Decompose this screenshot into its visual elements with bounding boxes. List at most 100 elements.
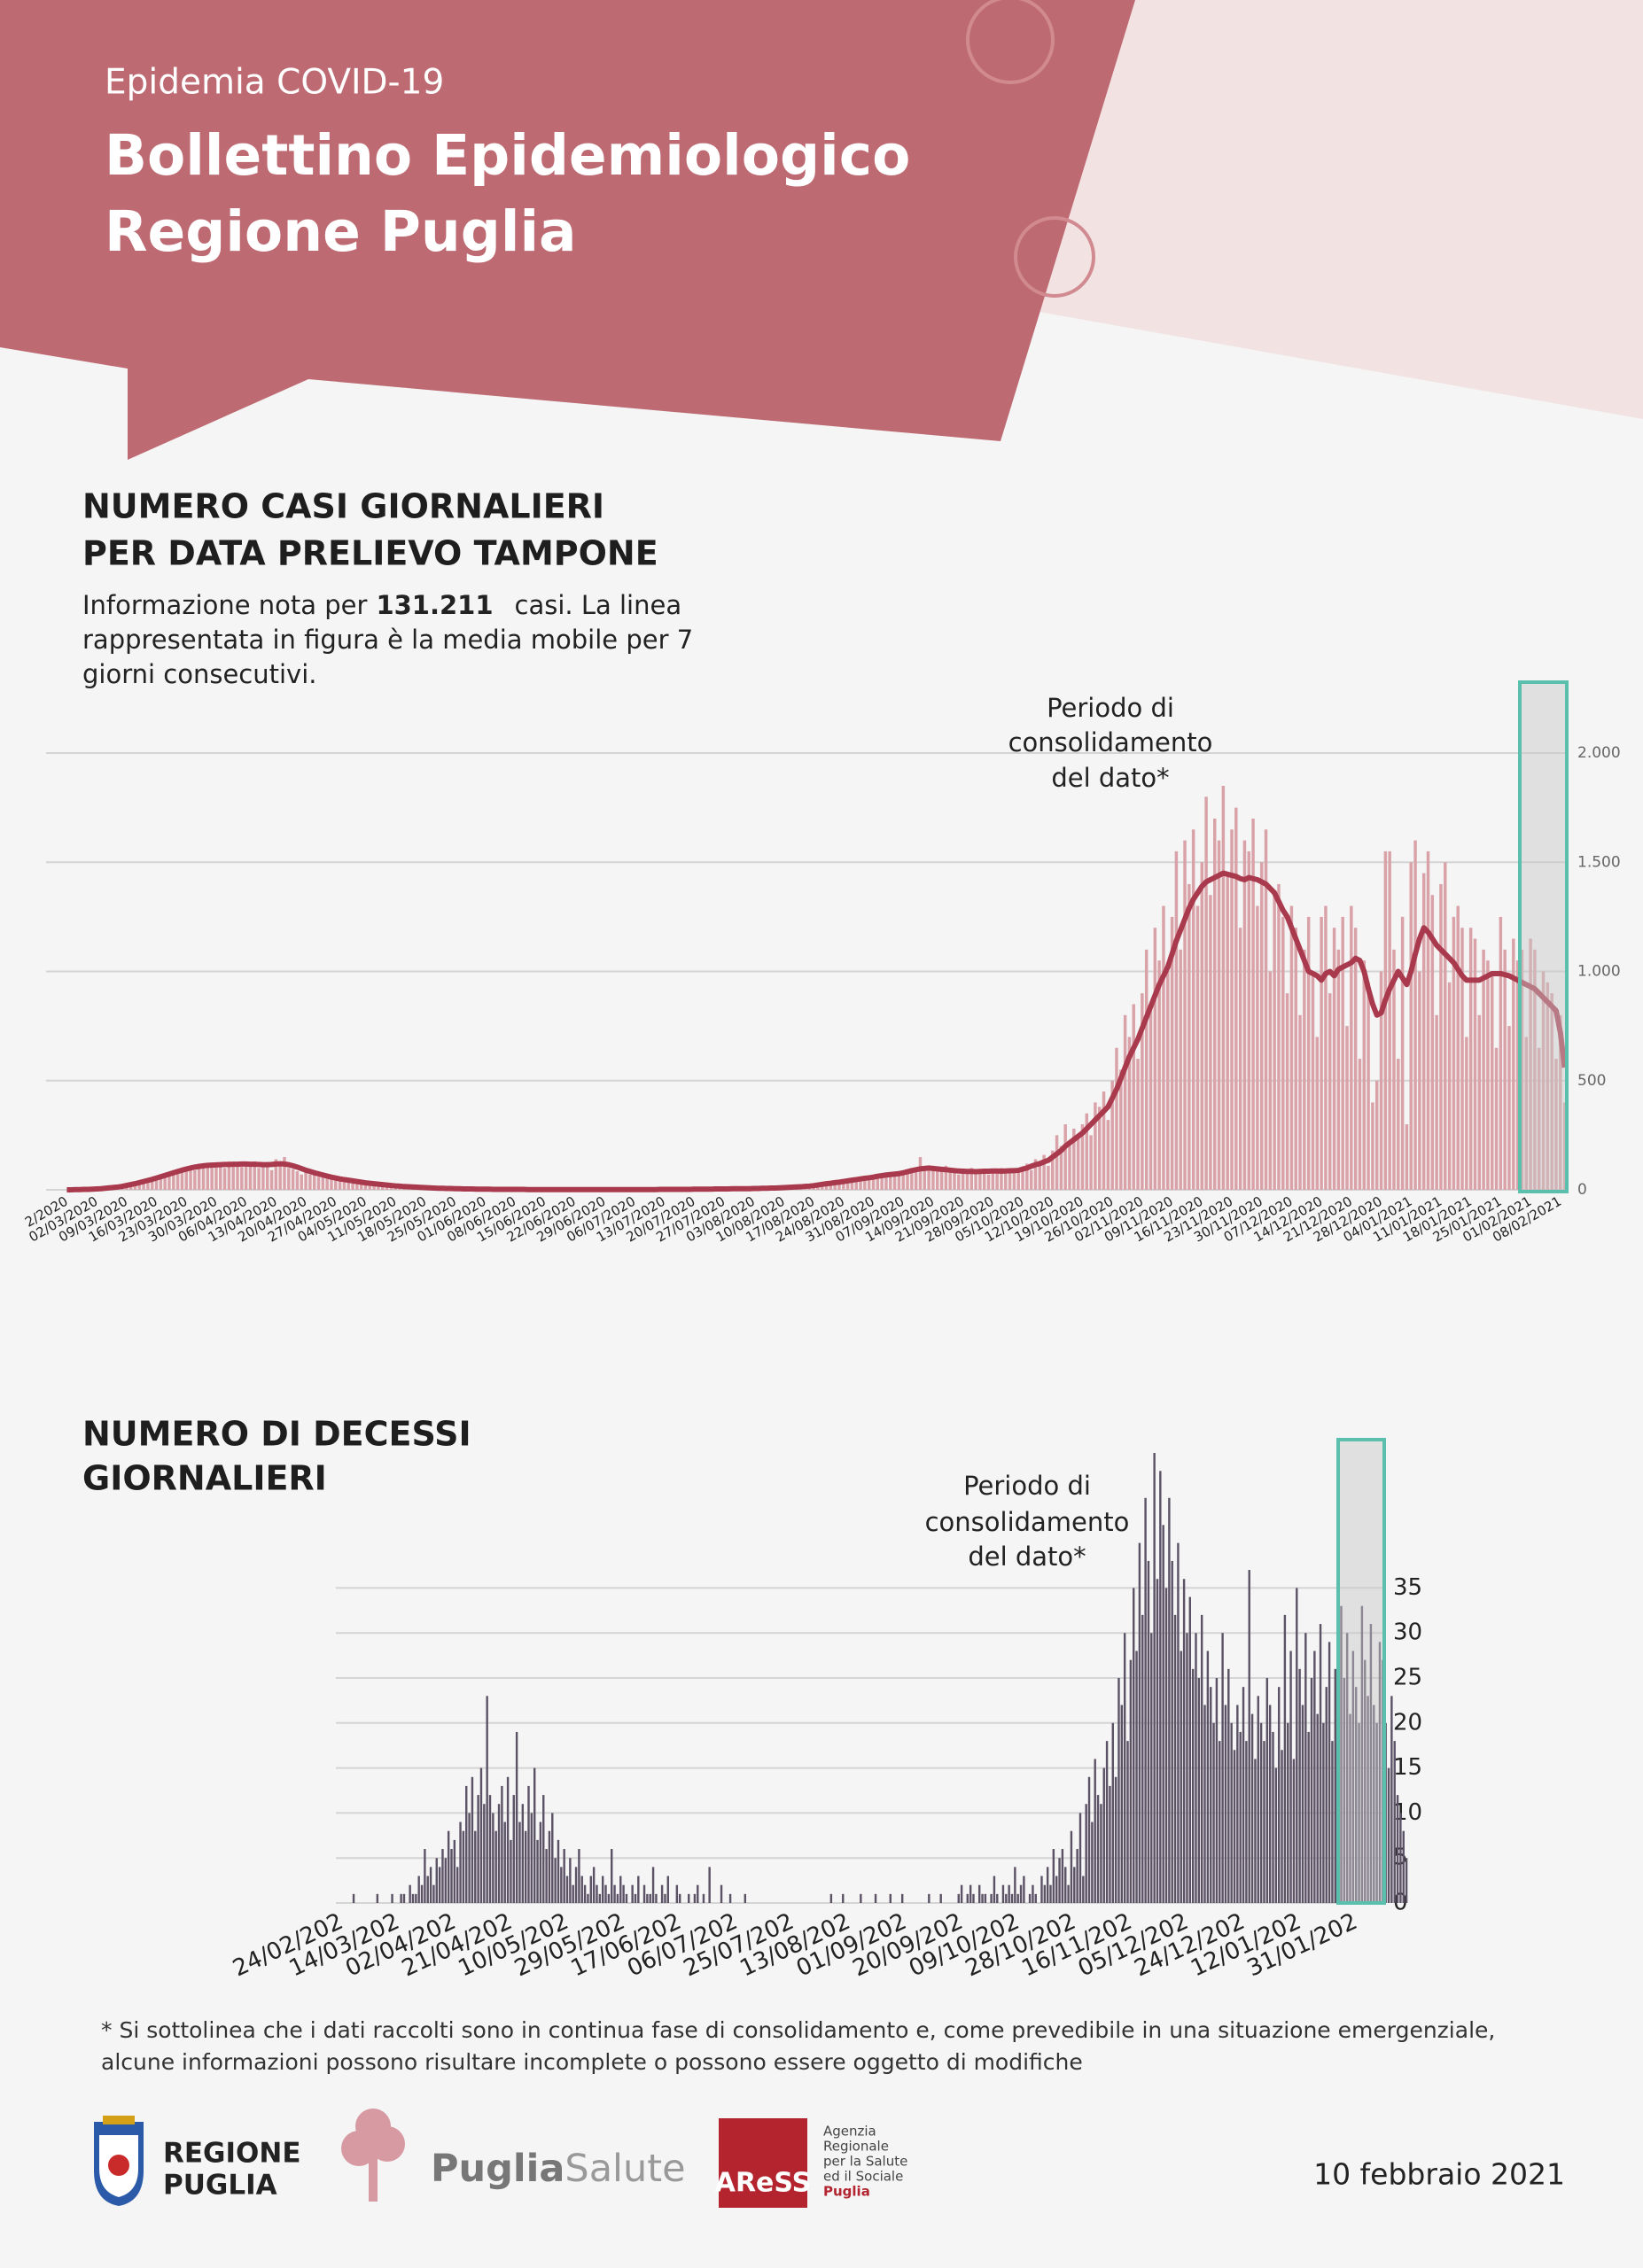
bar [1226, 873, 1229, 1190]
bar [1515, 960, 1520, 1190]
bar [312, 1169, 316, 1190]
bar [1541, 971, 1546, 1190]
bar [991, 1169, 995, 1190]
bar [978, 1169, 982, 1190]
bar [1387, 1767, 1390, 1903]
bar [1171, 1560, 1173, 1903]
bar [214, 1165, 218, 1190]
bar [1283, 1614, 1287, 1903]
bar [993, 1876, 996, 1903]
bar [1188, 1596, 1192, 1903]
bar [613, 1884, 616, 1903]
bar [530, 1813, 533, 1903]
bar [1349, 1713, 1351, 1903]
bar [477, 1795, 479, 1903]
bar [1162, 1525, 1164, 1903]
bar [488, 1795, 492, 1903]
main-title: Bollettino Epidemiologico [105, 123, 910, 188]
bar [1254, 1759, 1257, 1903]
y-tick-label: 20 [1393, 1709, 1422, 1736]
bar [1129, 1659, 1133, 1903]
bar [744, 1893, 747, 1903]
bar [1109, 1785, 1111, 1903]
bar [1058, 1858, 1061, 1903]
bar [1562, 1102, 1567, 1190]
bar [1304, 1633, 1307, 1903]
bar [664, 1893, 666, 1903]
bar [429, 1867, 432, 1903]
chart-title: PER DATA PRELIEVO TAMPONE [82, 534, 658, 573]
bar [939, 1171, 944, 1190]
bar [189, 1165, 192, 1190]
bar [159, 1174, 163, 1190]
bar [604, 1884, 607, 1903]
bar [321, 1175, 325, 1190]
bar [1224, 1705, 1227, 1903]
y-tick-label: 15 [1393, 1754, 1422, 1781]
bar [533, 1767, 536, 1903]
logo-caption: per la Salute [823, 2154, 907, 2170]
bar [1210, 1687, 1212, 1903]
bar [990, 1893, 993, 1903]
bar [1059, 1146, 1063, 1190]
y-tick-label: 2.000 [1577, 744, 1621, 762]
chart-title: NUMERO CASI GIORNALIERI [82, 487, 604, 526]
bar [142, 1179, 145, 1190]
bar [1153, 928, 1157, 1190]
logo-text: Puglia [431, 2147, 565, 2191]
bar [521, 1804, 525, 1903]
bar [1418, 971, 1421, 1190]
bar [596, 1884, 598, 1903]
bar [649, 1893, 651, 1903]
bar [486, 1696, 488, 1903]
bar [1375, 1722, 1378, 1903]
bar [996, 1893, 999, 1903]
bar [1285, 993, 1289, 1190]
bar [1028, 1893, 1032, 1903]
bar [411, 1893, 415, 1903]
bar [1362, 960, 1367, 1190]
bar [918, 1157, 923, 1190]
consolidation-box [1336, 1438, 1386, 1905]
bar [948, 1169, 952, 1190]
bar [304, 1172, 308, 1190]
bar [385, 1185, 389, 1190]
bar [1034, 1893, 1037, 1903]
bar [897, 1174, 901, 1190]
bar [1132, 1004, 1135, 1190]
bar [631, 1884, 634, 1903]
bar [1468, 928, 1473, 1190]
bar [910, 1168, 914, 1190]
bar [1494, 1047, 1499, 1190]
bar [845, 1179, 850, 1190]
annotation: consolidamento [1008, 727, 1213, 757]
bar [1358, 1722, 1360, 1903]
bar [625, 1893, 628, 1903]
bar [518, 1821, 521, 1903]
bar [1068, 1141, 1071, 1190]
bar [265, 1162, 269, 1190]
bar [1292, 1759, 1296, 1903]
bar [1400, 916, 1405, 1190]
bar [1367, 982, 1370, 1190]
logo-caption: Puglia [823, 2184, 870, 2200]
bar [1298, 1014, 1302, 1190]
bar [1421, 873, 1426, 1190]
bar [1076, 1135, 1080, 1190]
bar [906, 1169, 909, 1190]
bar [1259, 862, 1264, 1190]
bar [708, 1867, 711, 1903]
bar [824, 1184, 829, 1190]
bar [675, 1884, 679, 1903]
bar [1259, 1722, 1263, 1903]
bar [1219, 1741, 1221, 1903]
bar [1206, 1651, 1210, 1903]
bar [854, 1178, 858, 1190]
logo-text: AReSS [715, 2168, 812, 2199]
bar [850, 1181, 854, 1190]
bar [1191, 829, 1195, 1190]
bar [372, 1184, 376, 1190]
bar [1215, 1678, 1219, 1903]
bar [984, 1893, 987, 1903]
bar [1221, 785, 1226, 1190]
